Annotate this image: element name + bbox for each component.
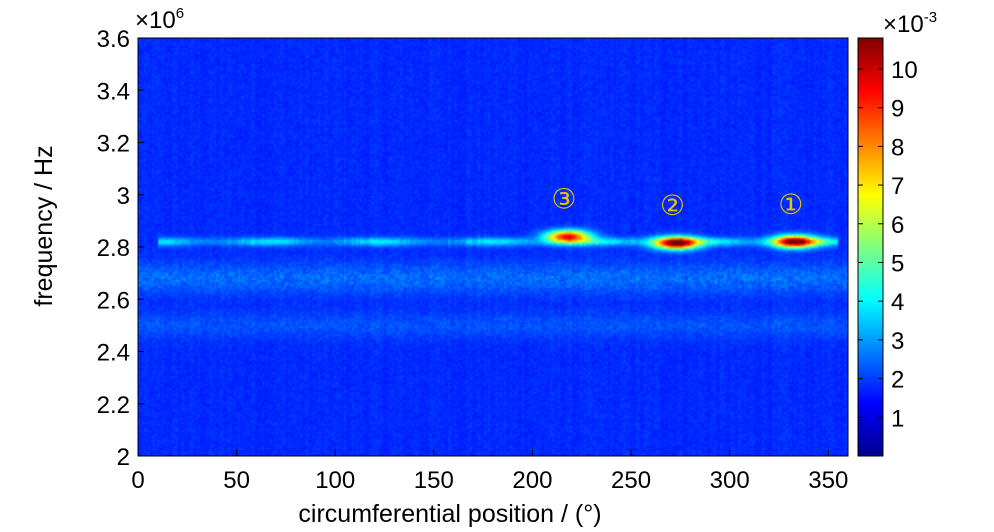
y-tick-label: 2.6	[97, 287, 130, 314]
colorbar	[857, 37, 884, 457]
x-tick-label: 250	[611, 467, 651, 494]
y-axis-multiplier: ×106	[135, 5, 184, 34]
colorbar-tick-label: 10	[891, 57, 918, 84]
x-axis-label: circumferential position / (°)	[298, 500, 601, 528]
colorbar-tick-label: 6	[891, 212, 904, 239]
x-tick-label: 200	[512, 467, 552, 494]
hotspot-label: ②	[660, 189, 685, 222]
colorbar-tick-label: 8	[891, 134, 904, 161]
hotspot-label: ①	[778, 188, 803, 221]
colorbar-tick-label: 1	[891, 405, 904, 432]
y-tick-label: 3.4	[97, 78, 130, 105]
y-tick-label: 2	[117, 444, 130, 471]
colorbar-tick-label: 3	[891, 328, 904, 355]
x-tick-label: 100	[315, 467, 355, 494]
colorbar-tick-label: 5	[891, 250, 904, 277]
y-tick-label: 2.4	[97, 340, 130, 367]
x-tick-label: 50	[223, 467, 250, 494]
y-axis-label: frequency / Hz	[30, 145, 58, 306]
colorbar-tick-label: 7	[891, 173, 904, 200]
hotspot-labels: ① ② ③	[551, 183, 803, 223]
y-tick-label: 3.2	[97, 131, 130, 158]
hotspot-label: ③	[551, 183, 576, 216]
y-tick-label: 3.6	[97, 26, 130, 53]
y-axis-ticks: 2 2.2 2.4 2.6 2.8 3 3.2 3.4 3.6	[97, 26, 144, 471]
colorbar-ticks: 1 2 3 4 5 6 7 8 9 10	[858, 57, 918, 432]
x-tick-label: 150	[414, 467, 454, 494]
colorbar-tick-label: 4	[891, 289, 904, 316]
heatmap-image	[138, 38, 848, 456]
x-tick-label: 300	[710, 467, 750, 494]
colorbar-tick-label: 2	[891, 367, 904, 394]
y-tick-label: 3	[117, 183, 130, 210]
x-tick-label: 350	[808, 467, 848, 494]
colorbar-multiplier: ×10-3	[883, 9, 937, 38]
x-axis-ticks: 0 50 100 150 200 250 300 350	[131, 450, 848, 494]
x-tick-label: 0	[131, 467, 144, 494]
y-tick-label: 2.2	[97, 392, 130, 419]
y-tick-label: 2.8	[97, 235, 130, 262]
colorbar-tick-label: 9	[891, 96, 904, 123]
